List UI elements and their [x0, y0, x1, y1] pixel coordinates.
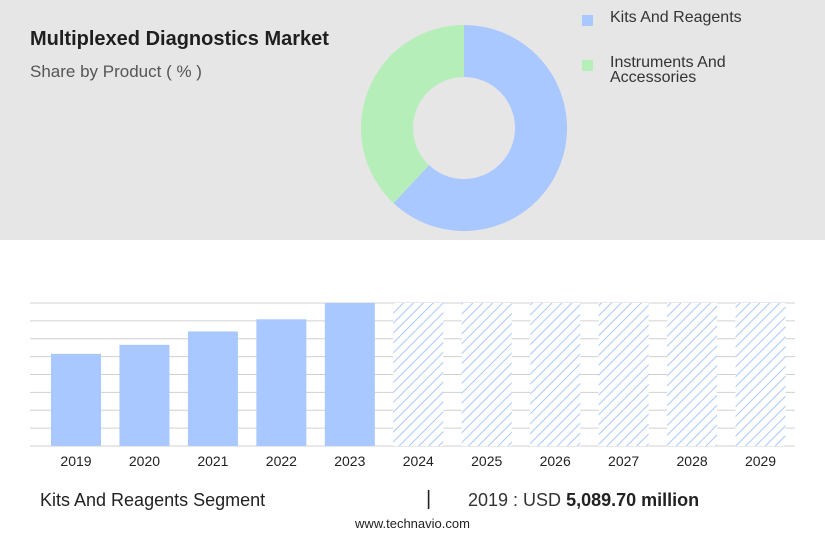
- bar-2024: [393, 303, 444, 446]
- legend-label: Kits And Reagents: [610, 9, 742, 26]
- legend-item-instruments: Instruments And Accessories: [582, 54, 760, 86]
- bar-2023: [324, 303, 375, 446]
- x-tick-label-2026: 2026: [540, 453, 571, 469]
- x-tick-label-2021: 2021: [197, 453, 228, 469]
- x-tick-label-2024: 2024: [403, 453, 434, 469]
- footer-value: 2019 : USD 5,089.70 million: [468, 490, 699, 511]
- bar-2027: [598, 303, 649, 446]
- x-tick-label-2022: 2022: [266, 453, 297, 469]
- bar-2028: [667, 303, 718, 446]
- legend-swatch: [582, 60, 593, 71]
- x-tick-label-2020: 2020: [129, 453, 160, 469]
- x-tick-label-2027: 2027: [608, 453, 639, 469]
- bar-2026: [530, 303, 581, 446]
- donut-slice-instruments: [361, 25, 464, 204]
- chart-title: Multiplexed Diagnostics Market: [30, 28, 329, 50]
- bar-2029: [735, 303, 786, 446]
- x-tick-label-2028: 2028: [677, 453, 708, 469]
- bar-chart: 2019 2020 2021 2022 2023 2024 2025 2026 2027 2028…: [30, 302, 795, 469]
- chart-subtitle: Share by Product ( % ): [30, 62, 202, 81]
- bar-2021: [187, 331, 238, 446]
- donut-chart: [361, 25, 567, 231]
- donut-slice-kits: [393, 25, 567, 231]
- bar-2020: [119, 344, 170, 446]
- footer-value-amount: 5,089.70 million: [566, 490, 700, 510]
- x-tick-label-2023: 2023: [334, 453, 365, 469]
- source-url: www.technavio.com: [355, 516, 470, 531]
- footer-value-prefix: 2019 : USD: [468, 490, 562, 510]
- bar-2025: [461, 303, 512, 446]
- legend-label: Instruments And Accessories: [610, 54, 726, 86]
- x-tick-label-2025: 2025: [471, 453, 502, 469]
- legend-swatch: [582, 15, 593, 26]
- bar-2019: [51, 353, 101, 446]
- bar-2022: [256, 319, 307, 446]
- footer-separator: |: [426, 488, 432, 510]
- footer-segment: Kits And Reagents Segment: [40, 490, 266, 510]
- x-tick-label-2029: 2029: [745, 453, 776, 469]
- legend-item-kits: Kits And Reagents: [582, 10, 760, 26]
- x-tick-label-2019: 2019: [60, 453, 91, 469]
